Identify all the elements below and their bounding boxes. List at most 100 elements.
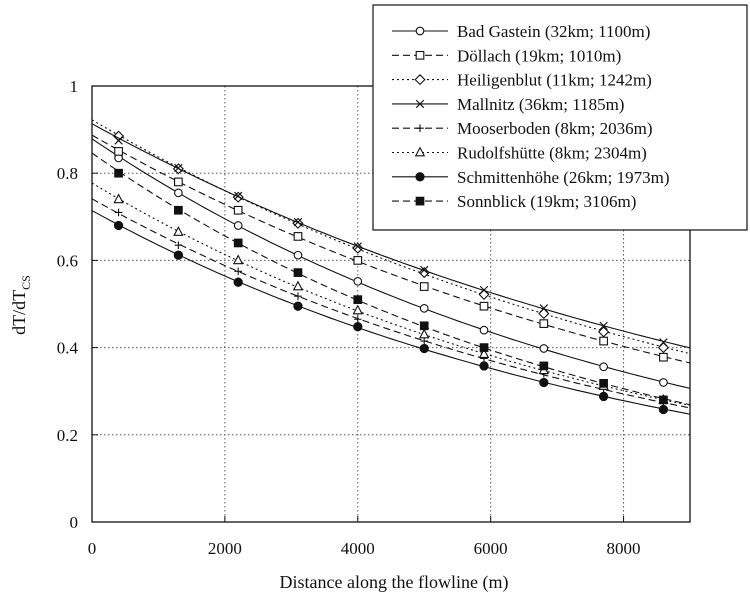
data-point (419, 282, 429, 291)
series-line (91, 138, 691, 389)
data-point (353, 322, 363, 332)
y-tick-label: 1 (70, 77, 79, 96)
data-point (174, 205, 183, 215)
series-1 (91, 138, 691, 389)
data-point (599, 379, 608, 388)
data-point (599, 321, 608, 330)
series-line (91, 152, 691, 406)
series-4 (91, 123, 691, 349)
data-point (233, 205, 243, 215)
x-axis-label: Distance along the flowline (m) (280, 572, 509, 593)
data-point (352, 304, 363, 315)
data-point (233, 221, 243, 230)
data-point (114, 168, 123, 178)
data-point (659, 338, 668, 347)
y-axis-label-main: dT/dT (9, 290, 29, 335)
y-tick-label: 0.8 (57, 164, 78, 183)
data-point (174, 241, 183, 249)
data-point (293, 232, 303, 241)
x-tick-label: 6000 (474, 539, 508, 558)
data-point (479, 343, 489, 352)
data-point (232, 254, 244, 265)
data-point (353, 315, 362, 324)
y-axis-label-subscript: CS (19, 275, 33, 290)
data-point (293, 217, 303, 227)
data-point (353, 242, 362, 251)
legend-entry: Heiligenblut (11km; 1242m) (392, 71, 652, 90)
data-point (352, 242, 364, 254)
data-point (659, 395, 668, 405)
series-3 (91, 119, 691, 355)
legend-marker (414, 74, 426, 86)
data-point (479, 285, 489, 295)
data-point (353, 276, 363, 286)
data-point (479, 325, 489, 335)
data-point (233, 191, 243, 201)
series-7 (91, 210, 691, 415)
data-point (293, 268, 303, 277)
series-line (91, 119, 691, 355)
data-point (419, 343, 429, 354)
legend-marker (415, 172, 425, 182)
legend-marker (414, 146, 426, 157)
data-point (234, 267, 242, 276)
x-tick-label: 4000 (341, 539, 375, 558)
legend-label: Bad Gastein (32km; 1100m) (457, 22, 650, 41)
legend-label: Rudolfshütte (8km; 2304m) (457, 144, 647, 163)
data-point (598, 326, 610, 338)
data-point (657, 342, 670, 354)
legend-marker (416, 124, 424, 132)
data-point (293, 250, 303, 260)
data-point (479, 301, 489, 311)
data-point (599, 362, 608, 372)
data-point (114, 208, 123, 217)
data-point (353, 295, 363, 304)
legend-box (372, 4, 748, 231)
data-point (114, 136, 123, 145)
data-point (173, 226, 184, 236)
data-point (659, 352, 668, 362)
legend-label: Sonnblick (19km; 3106m) (457, 192, 636, 211)
tick-labels: 0 2000 4000 6000 8000 0 0.2 0.4 0.6 0.8 1 (57, 77, 641, 558)
legend: Bad Gastein (32km; 1100m) Döllach (19km; … (372, 4, 748, 231)
data-point (658, 404, 669, 415)
data-point (114, 147, 123, 156)
x-tick-label: 0 (88, 539, 97, 558)
data-point (174, 177, 183, 187)
legend-label: Mallnitz (36km; 1185m) (457, 95, 624, 114)
legend-entry: Mooserboden (8km; 2036m) (392, 119, 652, 138)
data-point (353, 256, 363, 265)
legend-marker (415, 196, 425, 206)
y-tick-label: 0 (70, 513, 79, 532)
legend-marker (415, 99, 425, 109)
legend-marker (415, 50, 425, 60)
data-point (659, 378, 668, 387)
data-point (419, 328, 430, 339)
legend-entry: Rudolfshütte (8km; 2304m) (392, 144, 647, 163)
legend-entry: Schmittenhöhe (26km; 1973m) (392, 168, 669, 187)
series-line (91, 123, 691, 349)
series-8 (91, 152, 691, 406)
data-point (293, 301, 303, 311)
series-line (91, 210, 691, 415)
data-point (539, 319, 549, 328)
data-point (420, 337, 429, 345)
data-point (174, 188, 183, 198)
legend-label: Döllach (19km; 1010m) (457, 46, 621, 65)
legend-entry: Döllach (19km; 1010m) (392, 46, 621, 65)
data-point (233, 238, 243, 248)
data-point (539, 304, 549, 313)
data-point (539, 361, 549, 371)
legend-label: Mooserboden (8km; 2036m) (457, 119, 652, 138)
y-axis-label: dT/dTCS (9, 275, 33, 335)
data-point (539, 344, 549, 353)
data-point (478, 348, 490, 358)
legend-label: Heiligenblut (11km; 1242m) (457, 71, 652, 90)
legend-entry: Bad Gastein (32km; 1100m) (392, 22, 650, 41)
data-point (292, 280, 304, 291)
data-point (419, 321, 429, 331)
legend-entry: Mallnitz (36km; 1185m) (392, 95, 624, 114)
data-point (113, 220, 124, 231)
legend-marker (415, 26, 425, 36)
